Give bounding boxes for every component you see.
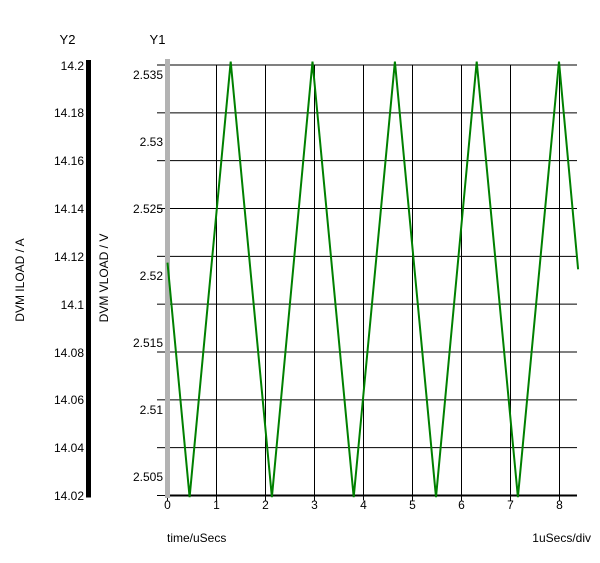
- y2-axis-bar: [86, 60, 91, 498]
- y1-tick-label: 2.535: [132, 67, 163, 82]
- x-tick-label: 1: [213, 497, 220, 512]
- y2-tick-label: 14.04: [53, 441, 84, 456]
- x-tick-label: 2: [262, 497, 269, 512]
- x-tick-label: 5: [409, 497, 416, 512]
- y1-tick-label: 2.515: [132, 335, 163, 350]
- y2-tick-label: 14.14: [53, 202, 84, 216]
- y2-tick-label: 14.02: [53, 489, 84, 503]
- x-tick-label: 0: [164, 497, 171, 512]
- x-div-label: 1uSecs/div: [532, 531, 591, 545]
- x-tick-label: 4: [360, 497, 367, 512]
- y1-tick-label: 2.52: [139, 268, 163, 283]
- y2-tick-label: 14.2: [60, 58, 84, 73]
- y2-axis-name: Y2: [59, 32, 76, 47]
- y2-tick-label: 14.16: [53, 154, 84, 169]
- y2-tick-label: 14.08: [53, 345, 84, 360]
- y1-tick-label: 2.53: [139, 134, 163, 149]
- y1-tick-label: 2.51: [139, 402, 163, 417]
- y1-tick-label: 2.525: [132, 201, 163, 216]
- y2-tick-label: 14.06: [53, 393, 84, 408]
- x-tick-label: 3: [311, 497, 318, 512]
- y2-tick-label: 14.12: [53, 249, 84, 264]
- y1-axis-name: Y1: [149, 32, 166, 47]
- x-tick-label: 7: [507, 497, 514, 512]
- y2-tick-label: 14.1: [60, 297, 84, 312]
- y2-tick-label: 14.18: [53, 106, 84, 121]
- x-axis-title: time/uSecs: [167, 531, 227, 545]
- y1-axis-bar: [165, 59, 170, 498]
- y1-tick-label: 2.505: [132, 469, 163, 484]
- x-tick-label: 8: [556, 497, 563, 512]
- x-tick-label: 6: [458, 497, 465, 512]
- vload-trace: [166, 61, 580, 498]
